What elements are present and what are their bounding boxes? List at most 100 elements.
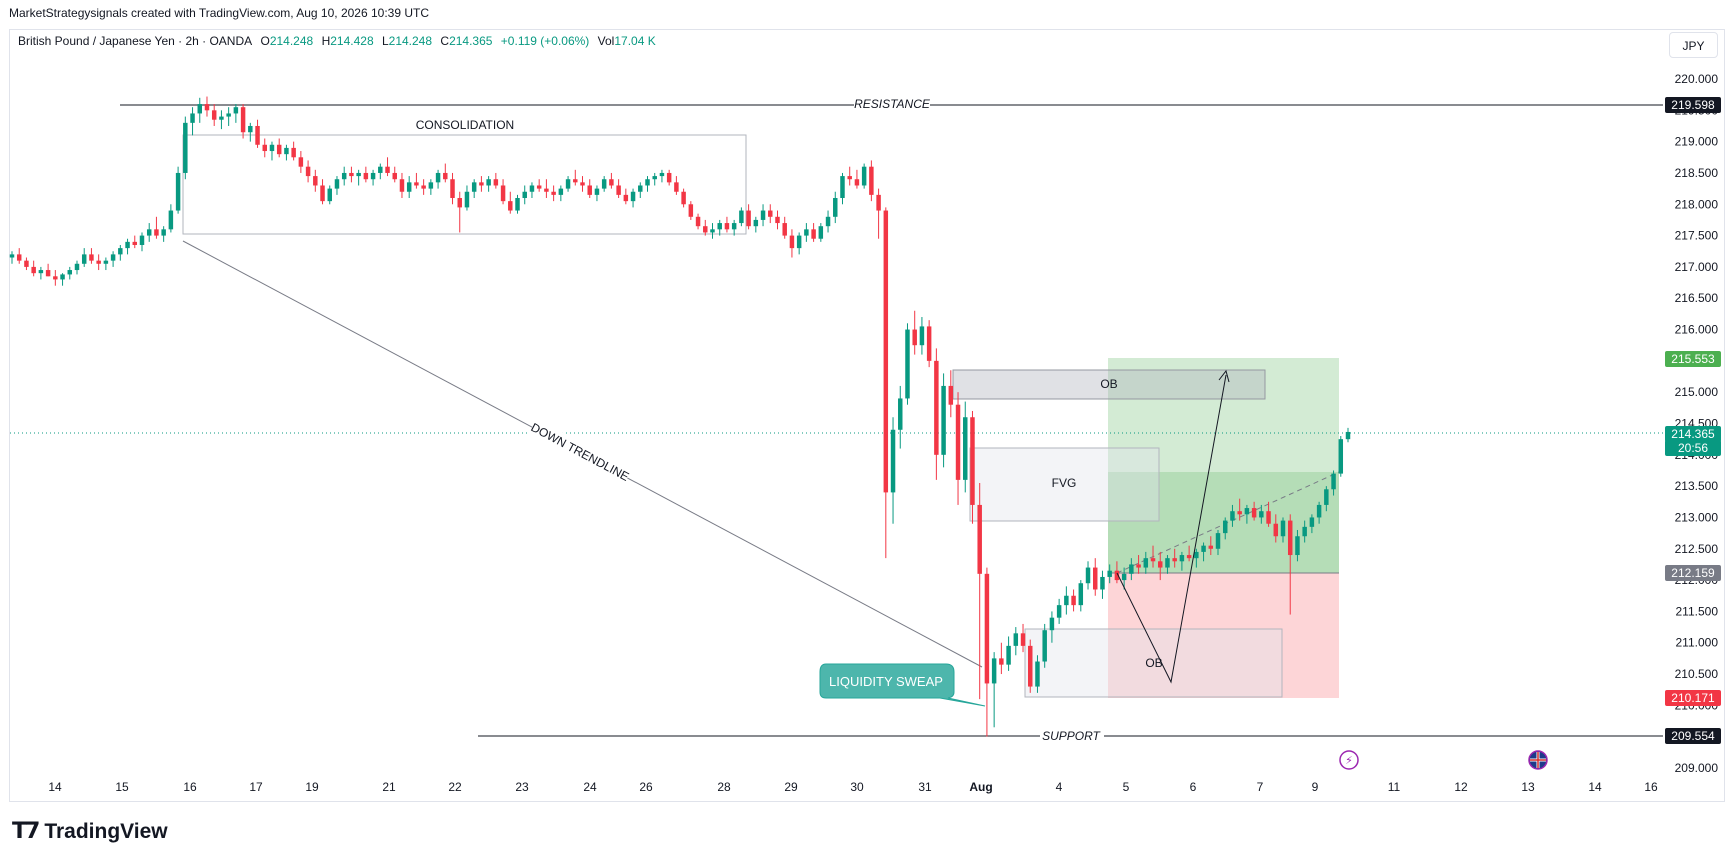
candle-body xyxy=(1121,573,1127,581)
candle-body xyxy=(146,229,152,236)
candle-body xyxy=(898,398,903,430)
ob-upper-label: OB xyxy=(1100,377,1117,391)
candle-body xyxy=(991,658,997,684)
candle-body xyxy=(457,198,462,208)
candle-body xyxy=(948,385,954,405)
candle-body xyxy=(1129,564,1134,574)
time-tick-label: 9 xyxy=(1312,780,1319,794)
down-trendline-label-bg xyxy=(528,418,632,486)
candle-body xyxy=(659,172,665,177)
time-tick-label: 15 xyxy=(115,780,129,794)
price-tick-label: 211.000 xyxy=(1676,636,1719,650)
high-value: 214.428 xyxy=(330,34,374,48)
candle-body xyxy=(356,172,361,177)
candle-body xyxy=(544,188,549,192)
candle-body xyxy=(349,172,354,177)
candle-body xyxy=(399,179,405,192)
price-tag-label: 212.159 xyxy=(1671,566,1715,580)
candle-body xyxy=(1143,558,1149,568)
close-label: C xyxy=(440,34,450,48)
candle-body xyxy=(1013,633,1019,646)
projection-path[interactable] xyxy=(1116,374,1227,684)
consolidation-box[interactable] xyxy=(182,134,747,235)
price-tick-label: 218.500 xyxy=(1675,166,1719,180)
ob-upper-box[interactable] xyxy=(952,369,1266,400)
candle-body xyxy=(630,191,636,202)
time-tick-label: 13 xyxy=(1521,780,1535,794)
candle-body xyxy=(1208,545,1214,549)
candle-body xyxy=(1237,511,1242,515)
liquidity-sweep-callout[interactable] xyxy=(819,663,986,707)
candle-body xyxy=(1056,605,1062,618)
candle-body xyxy=(515,198,520,211)
candle-body xyxy=(623,194,629,202)
candle-body xyxy=(110,254,116,261)
price-tick-label: 213.500 xyxy=(1675,479,1719,493)
candle-body xyxy=(1078,583,1084,606)
price-tag-label: 20:56 xyxy=(1678,441,1708,455)
candle-body xyxy=(941,385,946,455)
candle-body xyxy=(1114,570,1120,581)
time-tick-label: 28 xyxy=(717,780,731,794)
currency-button[interactable]: JPY xyxy=(1669,32,1718,58)
candle-body xyxy=(81,254,87,264)
candle-body xyxy=(666,172,672,183)
time-axis[interactable]: 14 15 16 17 19 21 22 23 24 26 28 29 30 31 Aug 4 5 6 7 9 11 12… xyxy=(48,780,1658,794)
candle-body xyxy=(919,326,925,346)
candle-body xyxy=(601,179,607,189)
candle-body xyxy=(847,176,852,180)
ob-lower-label: OB xyxy=(1145,656,1162,670)
candle-body xyxy=(132,241,138,245)
candle-body xyxy=(435,172,441,183)
candle-body xyxy=(1049,617,1055,631)
price-tick-label: 216.500 xyxy=(1675,291,1719,305)
time-tick-label: 21 xyxy=(382,780,396,794)
candle-body xyxy=(869,166,874,195)
candle-body xyxy=(269,144,275,152)
symbol-legend: British Pound / Japanese Yen · 2h · OAND… xyxy=(18,34,656,48)
candle-body xyxy=(226,113,231,117)
candle-body xyxy=(565,179,571,189)
candle-body xyxy=(341,172,347,180)
ob-lower-box[interactable] xyxy=(1024,628,1283,698)
time-tick-label: 22 xyxy=(448,780,462,794)
fvg-box[interactable] xyxy=(969,447,1160,522)
candle-body xyxy=(428,182,434,189)
candle-body xyxy=(118,248,123,255)
candle-body xyxy=(370,172,376,180)
flash-event-icon[interactable] xyxy=(1339,750,1359,770)
candle-body xyxy=(724,223,730,230)
flash-event-glyph: ⚡ xyxy=(1345,754,1353,767)
candle-body xyxy=(1100,576,1105,590)
candle-body xyxy=(739,210,744,224)
price-tag-bg xyxy=(1665,565,1721,581)
candle-body xyxy=(768,210,773,217)
candle-body xyxy=(1215,533,1221,549)
candle-body xyxy=(9,254,15,258)
symbol-title[interactable]: British Pound / Japanese Yen · 2h · OAND… xyxy=(18,34,253,48)
low-label: L xyxy=(381,34,389,48)
stop-zone[interactable] xyxy=(1108,573,1339,698)
candle-body xyxy=(1251,508,1257,518)
candle-body xyxy=(190,113,195,123)
candle-body xyxy=(1179,555,1185,562)
candle-body xyxy=(298,157,304,167)
candle-body xyxy=(1295,536,1300,556)
candle-body xyxy=(1071,595,1076,606)
price-axis[interactable]: 220.000219.500219.000218.500218.000217.5… xyxy=(1675,72,1719,775)
candle-body xyxy=(31,266,36,274)
chart-attribution: MarketStrategysignals created with Tradi… xyxy=(9,6,430,20)
candle-body xyxy=(1150,558,1156,562)
candle-body xyxy=(486,179,491,186)
price-tick-label: 212.500 xyxy=(1675,542,1719,556)
candle-body xyxy=(479,182,484,186)
candle-body xyxy=(638,185,643,192)
candle-body xyxy=(594,188,600,195)
candles xyxy=(9,96,1351,737)
candle-body xyxy=(1280,520,1286,537)
projection-arrowhead xyxy=(1218,369,1230,383)
candle-body xyxy=(854,179,860,186)
candle-body xyxy=(89,254,94,261)
candle-body xyxy=(1201,545,1206,552)
